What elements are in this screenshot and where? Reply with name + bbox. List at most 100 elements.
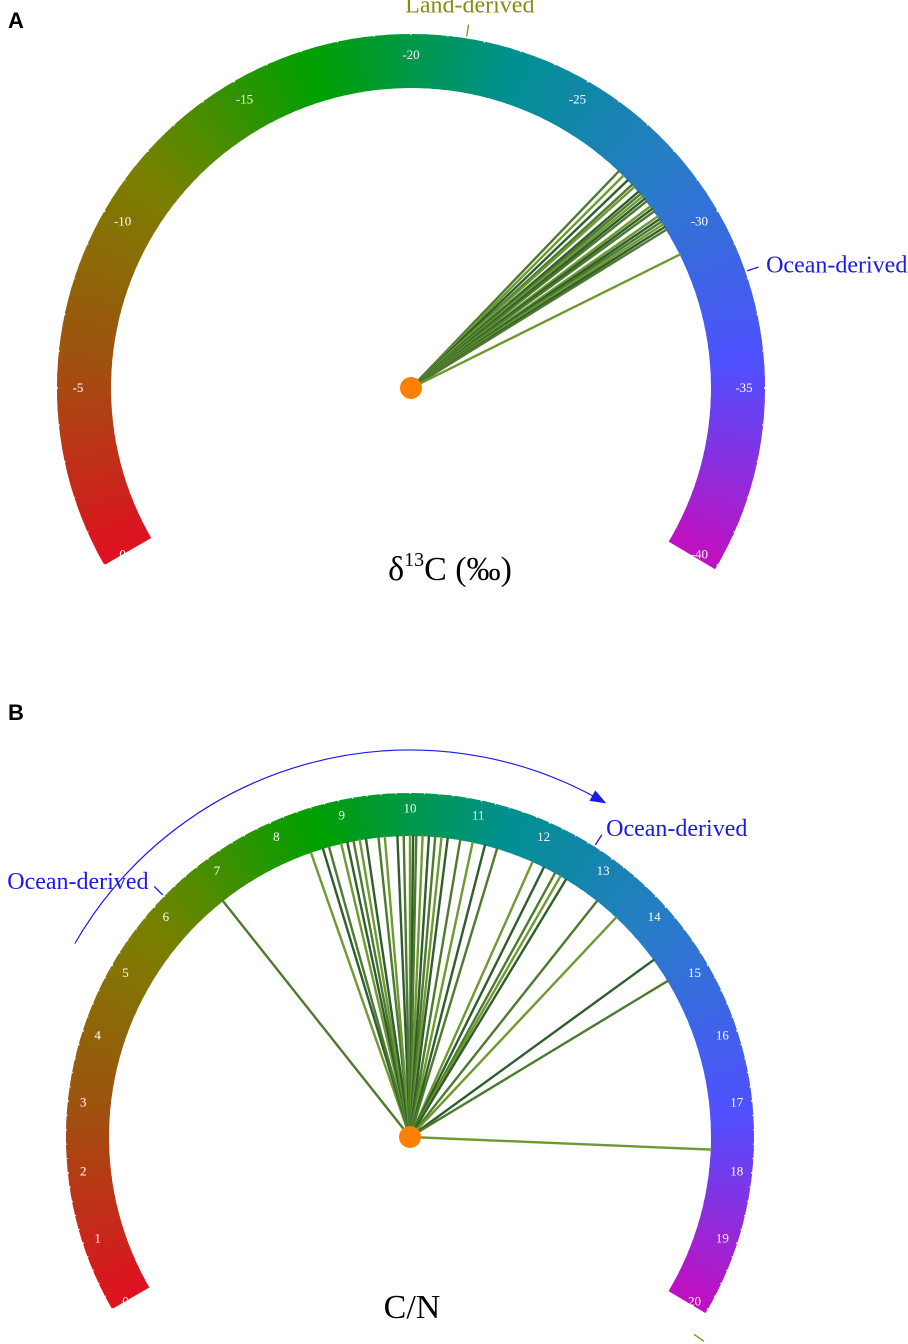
gauge-band-segment	[692, 266, 750, 300]
minor-tick	[115, 949, 121, 954]
gauge-band-segment	[171, 878, 212, 921]
minor-tick	[720, 1282, 726, 1287]
gauge-band-segment	[513, 55, 549, 112]
minor-tick	[574, 830, 579, 837]
gauge-band-segment	[640, 160, 693, 207]
gauge-band-segment	[665, 954, 711, 991]
gauge-band-segment	[578, 851, 617, 896]
minor-tick	[170, 882, 176, 888]
minor-tick	[762, 349, 769, 352]
minor-tick	[508, 802, 512, 809]
gauge-band-segment	[673, 1268, 720, 1303]
gauge-band-segment	[647, 925, 692, 964]
gauge-band-segment	[124, 166, 178, 212]
minor-tick	[633, 872, 639, 878]
gauge-band-segment	[223, 78, 265, 134]
gauge-band-segment	[188, 862, 229, 907]
gauge-band-segment	[696, 1030, 742, 1059]
tick-label: -5	[73, 380, 84, 395]
minor-tick	[749, 1085, 756, 1088]
minor-tick	[67, 1071, 74, 1074]
gauge-a: 0 -5 -10 -15 -20 -25 -30 -35 -40 Land-derived Ocea…	[48, 0, 907, 571]
tick-label: -20	[402, 47, 419, 62]
gauge-band-segment	[259, 820, 292, 867]
gauge-band-segment	[91, 992, 137, 1025]
minor-tick	[170, 120, 176, 127]
minor-tick	[618, 97, 623, 103]
gauge-band-segment	[313, 43, 343, 100]
gauge-band-segment	[156, 129, 206, 180]
gauge-b-band	[65, 793, 755, 1314]
gauge-band-segment	[569, 845, 607, 890]
minor-tick	[554, 59, 558, 66]
tick-label: 20	[688, 1293, 701, 1308]
minor-tick	[281, 812, 285, 819]
minor-tick	[70, 1056, 77, 1060]
minor-tick	[696, 176, 702, 181]
needle	[409, 228, 668, 390]
minor-tick	[131, 925, 138, 931]
gauge-band-segment	[561, 81, 603, 136]
gauge-band-segment	[595, 865, 635, 910]
gauge-band-segment	[699, 1042, 745, 1069]
gauge-a-ticks	[48, 25, 774, 571]
gauge-band-segment	[673, 519, 730, 559]
major-tick	[716, 563, 726, 571]
major-tick	[735, 1027, 746, 1032]
minor-tick	[654, 892, 660, 898]
gauge-band-segment	[76, 486, 133, 521]
minor-tick	[94, 1282, 100, 1287]
gauge-band-segment	[542, 69, 582, 126]
minor-tick	[69, 276, 76, 280]
gauge-band-segment	[179, 870, 220, 914]
major-tick	[716, 205, 726, 213]
minor-tick	[699, 949, 705, 954]
gauge-band-segment	[587, 101, 633, 155]
gauge-band-segment	[653, 934, 698, 973]
major-tick	[706, 1307, 717, 1315]
major-tick	[480, 791, 485, 802]
gauge-band-segment	[683, 1249, 729, 1282]
range-label-leader	[153, 886, 164, 896]
minor-tick	[228, 838, 233, 844]
gauge-band-segment	[522, 818, 555, 864]
minor-tick	[733, 241, 740, 245]
minor-tick	[756, 312, 763, 316]
tick-label: 0	[122, 1293, 129, 1308]
gauge-band-segment	[81, 1226, 128, 1255]
axis-title-a-rest: C (‰)	[424, 551, 512, 588]
needle	[408, 866, 546, 1139]
minor-tick	[143, 147, 150, 153]
minor-tick	[123, 937, 129, 942]
minor-tick	[743, 1056, 750, 1060]
gauge-band-segment	[633, 906, 677, 947]
minor-tick	[731, 1014, 738, 1018]
tick-label: 7	[214, 863, 221, 878]
minor-tick	[192, 863, 198, 869]
gauge-band-segment	[72, 476, 130, 510]
gauge-band-segment	[78, 1215, 124, 1244]
minor-tick	[740, 1042, 747, 1046]
tick-label: 13	[597, 863, 610, 878]
gauge-band-segment	[89, 1245, 136, 1277]
major-tick	[586, 73, 594, 83]
minor-tick	[59, 312, 66, 316]
major-tick	[74, 1242, 85, 1247]
gauge-band-segment	[685, 244, 742, 280]
gauge-band-segment	[281, 812, 312, 858]
gauge-band-segment	[586, 858, 626, 903]
minor-tick	[743, 1214, 750, 1218]
gauge-band-segment	[684, 997, 731, 1029]
minor-tick	[762, 424, 769, 427]
gauge-band-segment	[668, 528, 724, 570]
gauge-band-segment	[255, 62, 293, 119]
gauge-band-segment	[560, 839, 597, 884]
minor-tick	[746, 1200, 753, 1203]
minor-tick	[53, 424, 60, 427]
gauge-band-segment	[665, 200, 721, 242]
major-tick	[664, 900, 673, 909]
gauge-band-segment	[82, 1014, 129, 1044]
tick-label: 15	[688, 965, 701, 980]
axis-title-a-sup: 13	[404, 549, 424, 571]
